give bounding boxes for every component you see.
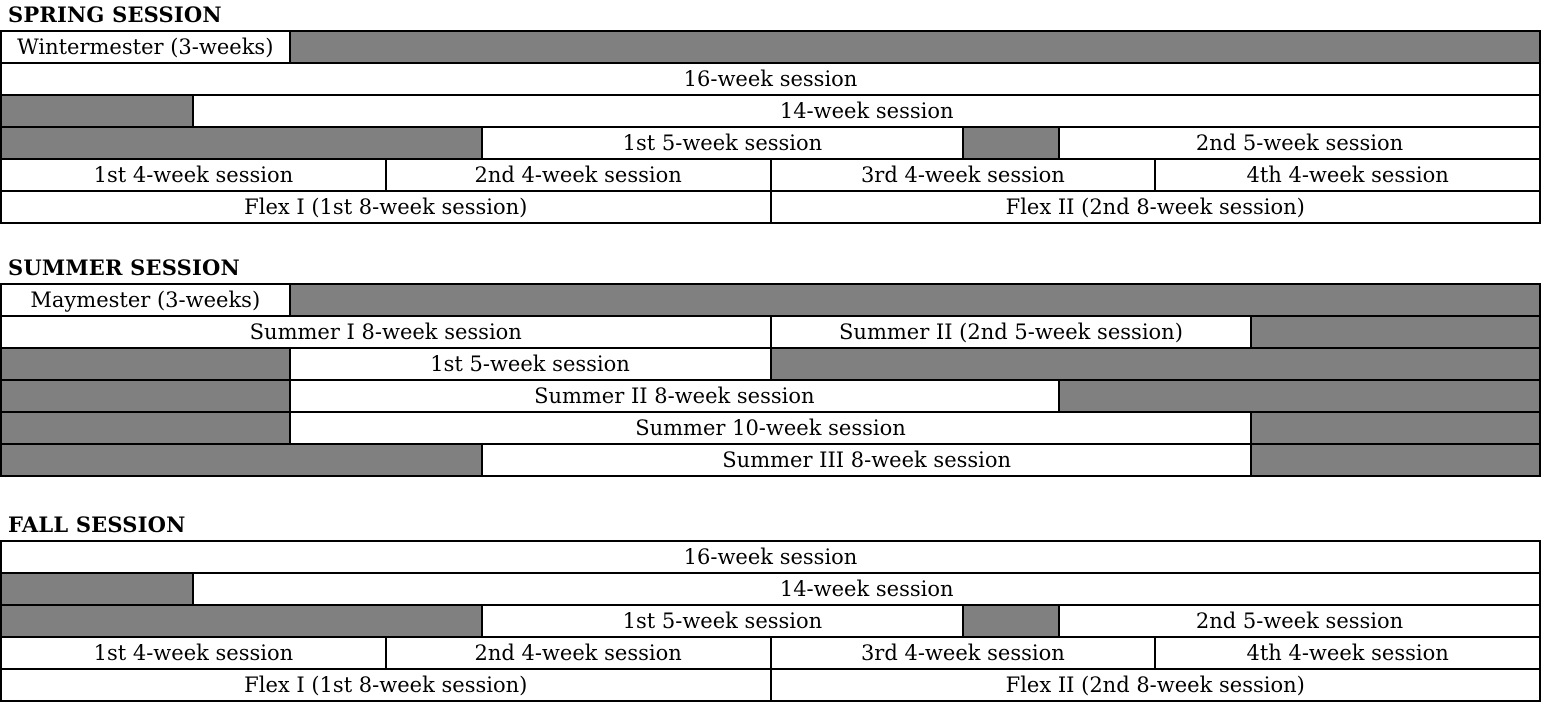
gray-filler-bar: [1, 348, 290, 380]
gray-filler-bar: [1, 573, 194, 605]
session-cell-wintermester-3-weeks: Wintermester (3-weeks): [1, 31, 290, 63]
session-cell-flex-i-1st-8-week-session: Flex I (1st 8-week session): [1, 191, 771, 223]
session-cell-maymester-3-weeks: Maymester (3-weeks): [1, 284, 290, 316]
session-cell-2nd-4-week-session: 2nd 4-week session: [385, 637, 771, 669]
session-cell-1st-5-week-session: 1st 5-week session: [481, 127, 963, 159]
session-cell-4th-4-week-session: 4th 4-week session: [1155, 637, 1540, 669]
gray-filler-bar: [1, 412, 290, 444]
session-cell-2nd-4-week-session: 2nd 4-week session: [385, 159, 771, 191]
session-cell-1st-4-week-session: 1st 4-week session: [1, 637, 386, 669]
gray-filler-bar: [1251, 444, 1540, 476]
session-cell-3rd-4-week-session: 3rd 4-week session: [770, 637, 1156, 669]
session-cell-2nd-5-week-session: 2nd 5-week session: [1059, 127, 1540, 159]
session-cell-16-week-session: 16-week session: [1, 541, 1540, 573]
gray-filler-bar: [1251, 412, 1540, 444]
gray-filler-bar: [1, 444, 482, 476]
gray-filler-bar: [1, 605, 482, 637]
summer-session-table: Maymester (3-weeks) Summer I 8-week sessi…: [0, 283, 1541, 477]
summer-session-title: SUMMER SESSION: [8, 255, 240, 280]
gray-filler-bar: [1059, 380, 1540, 412]
gray-filler-bar: [770, 348, 1540, 380]
session-cell-flex-ii-2nd-8-week-session: Flex II (2nd 8-week session): [770, 669, 1540, 701]
fall-session-title: FALL SESSION: [8, 512, 186, 537]
session-cell-summer-iii-8-week-session: Summer III 8-week session: [481, 444, 1252, 476]
session-cell-1st-4-week-session: 1st 4-week session: [1, 159, 386, 191]
session-cell-summer-ii-8-week-session: Summer II 8-week session: [289, 380, 1060, 412]
session-cell-flex-ii-2nd-8-week-session: Flex II (2nd 8-week session): [770, 191, 1540, 223]
gray-filler-bar: [962, 127, 1060, 159]
spring-session-title: SPRING SESSION: [8, 2, 222, 27]
gray-filler-bar: [962, 605, 1060, 637]
session-cell-summer-i-8-week-session: Summer I 8-week session: [1, 316, 771, 348]
session-cell-3rd-4-week-session: 3rd 4-week session: [770, 159, 1156, 191]
session-cell-1st-5-week-session: 1st 5-week session: [481, 605, 963, 637]
session-cell-1st-5-week-session: 1st 5-week session: [289, 348, 771, 380]
gray-filler-bar: [289, 31, 1540, 63]
gray-filler-bar: [1, 95, 194, 127]
gray-filler-bar: [1251, 316, 1540, 348]
session-cell-flex-i-1st-8-week-session: Flex I (1st 8-week session): [1, 669, 771, 701]
gray-filler-bar: [1, 380, 290, 412]
gray-filler-bar: [1, 127, 482, 159]
gray-filler-bar: [289, 284, 1540, 316]
session-cell-4th-4-week-session: 4th 4-week session: [1155, 159, 1540, 191]
session-cell-2nd-5-week-session: 2nd 5-week session: [1059, 605, 1540, 637]
fall-session-table: 16-week session 14-week session 1st 5-week…: [0, 540, 1541, 702]
session-cell-summer-ii-2nd-5-week-session: Summer II (2nd 5-week session): [770, 316, 1252, 348]
session-cell-summer-10-week-session: Summer 10-week session: [289, 412, 1252, 444]
session-cell-14-week-session: 14-week session: [193, 573, 1540, 605]
spring-session-table: Wintermester (3-weeks) 16-week session 14-…: [0, 30, 1541, 224]
session-cell-14-week-session: 14-week session: [193, 95, 1540, 127]
session-cell-16-week-session: 16-week session: [1, 63, 1540, 95]
